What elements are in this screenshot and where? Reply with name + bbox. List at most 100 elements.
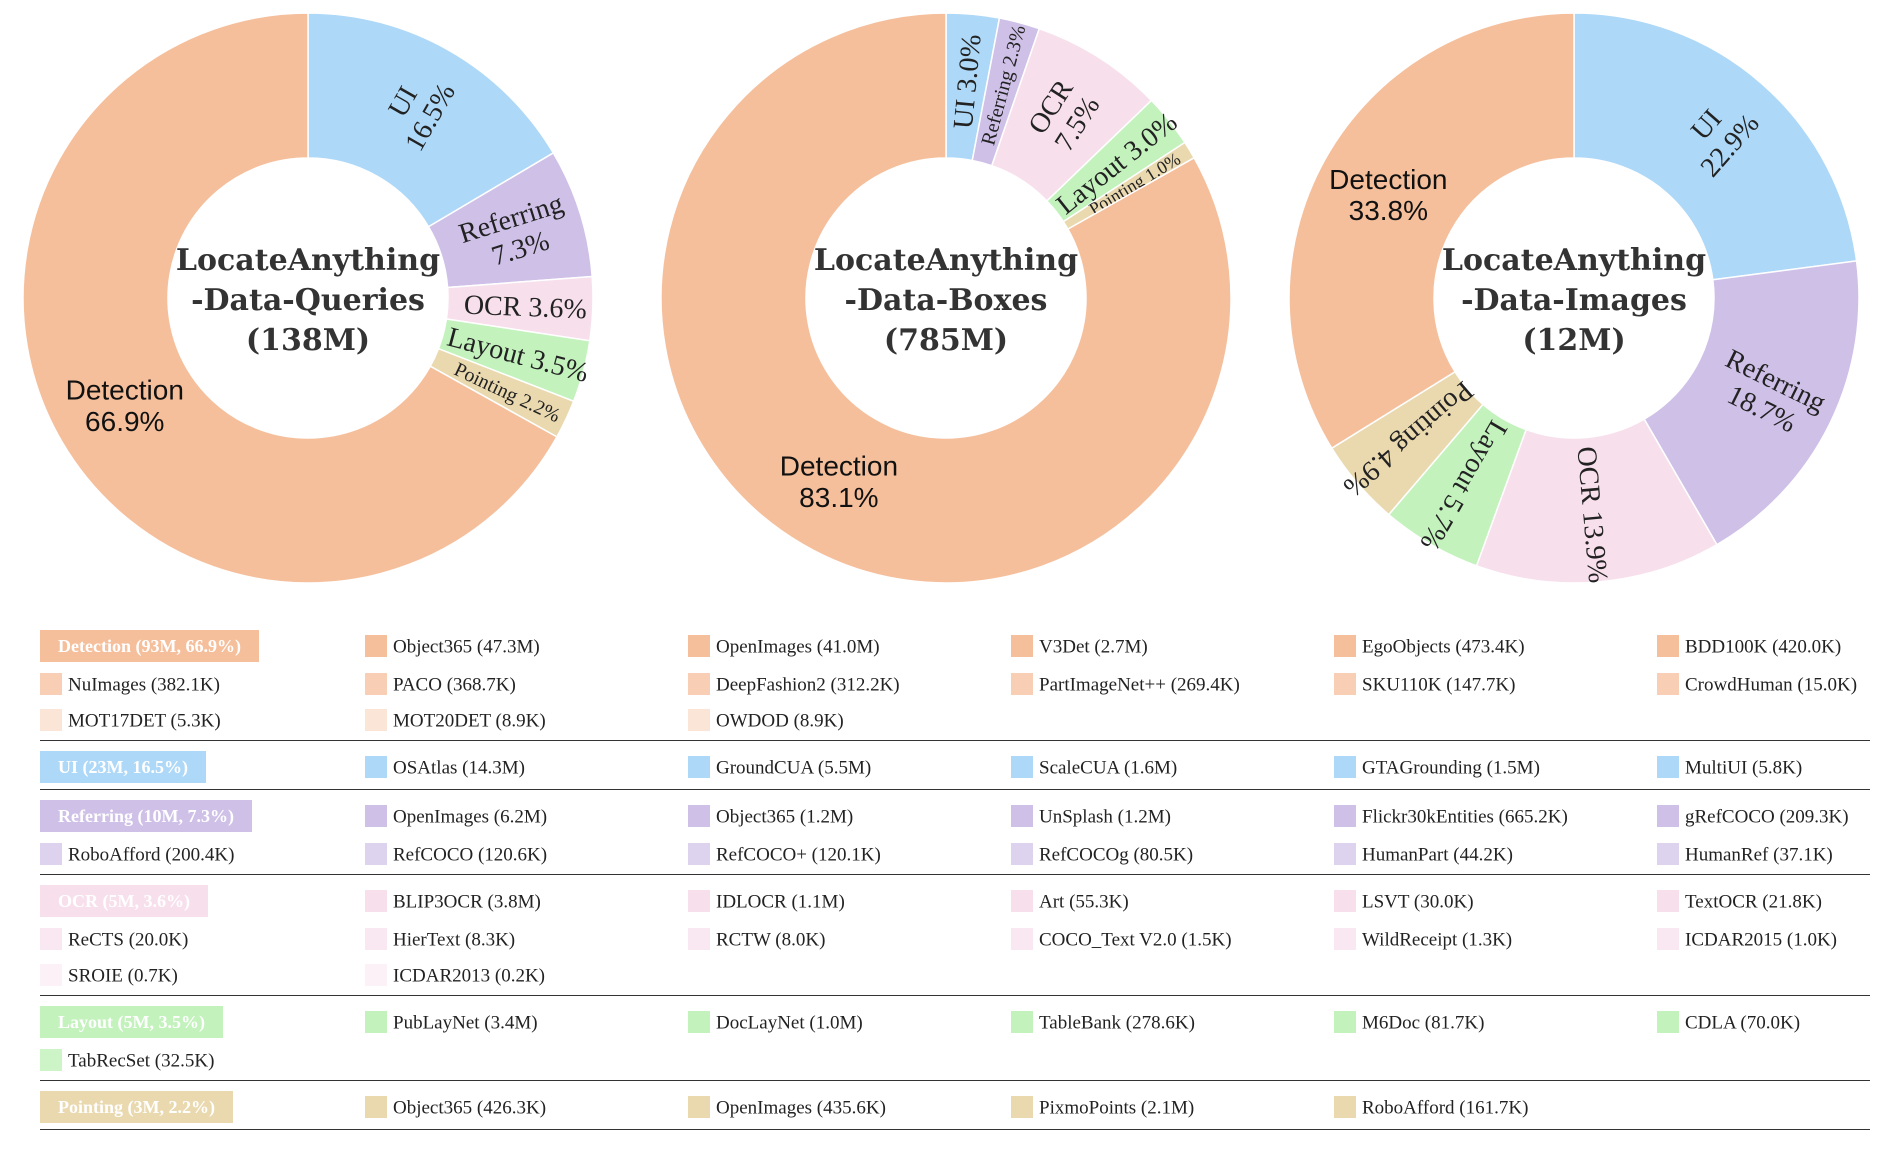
chart-2-label-detection: Detection 83.1% <box>780 451 898 513</box>
legend-group-layout: Layout (5M, 3.5%) PubLayNet (3.4M) DocLayN… <box>40 996 1870 1081</box>
legend-item-label: DocLayNet (1.0M) <box>716 1012 863 1034</box>
legend-item: COCO_Text V2.0 (1.5K) <box>1011 927 1232 953</box>
legend-item: RefCOCOg (80.5K) <box>1011 842 1193 868</box>
legend-swatch <box>1657 927 1679 950</box>
legend-item: HumanPart (44.2K) <box>1334 842 1513 868</box>
legend-swatch <box>40 963 62 986</box>
legend-item-label: OSAtlas (14.3M) <box>393 757 525 779</box>
legend-item-label: RefCOCO+ (120.1K) <box>716 844 881 866</box>
legend-swatch <box>688 1095 710 1118</box>
legend-item-label: HierText (8.3K) <box>393 929 516 951</box>
chart-3-slice-ui <box>1573 12 1858 281</box>
legend-swatch <box>1011 804 1033 827</box>
legend-item: WildReceipt (1.3K) <box>1334 927 1512 953</box>
legend-item: LSVT (30.0K) <box>1334 889 1474 915</box>
legend-item-label: MOT17DET (5.3K) <box>68 710 221 732</box>
legend-item-label: PubLayNet (3.4M) <box>393 1012 538 1034</box>
legend-item: PartImageNet++ (269.4K) <box>1011 672 1240 698</box>
legend-item: NuImages (382.1K) <box>40 672 220 698</box>
chart-3-slice-detection <box>1288 12 1575 450</box>
legend-item-label: BLIP3OCR (3.8M) <box>393 891 541 913</box>
legend-item-label: ReCTS (20.0K) <box>68 929 189 951</box>
legend-item-label: M6Doc (81.7K) <box>1362 1012 1485 1034</box>
legend-item-label: COCO_Text V2.0 (1.5K) <box>1039 929 1232 951</box>
legend-swatch <box>1011 1095 1033 1118</box>
legend-item-label: RefCOCO (120.6K) <box>393 844 548 866</box>
legend-swatch <box>1657 842 1679 865</box>
legend-item-label: DeepFashion2 (312.2K) <box>716 674 900 696</box>
legend-swatch <box>365 1010 387 1033</box>
legend-swatch <box>1657 804 1679 827</box>
chart-3-center-title: LocateAnything -Data-Images (12M) <box>1442 243 1706 358</box>
legend-row: Detection (93M, 66.9%) Object365 (47.3M) O… <box>40 626 1870 664</box>
legend-swatch <box>1657 634 1679 657</box>
legend-swatch <box>1334 842 1356 865</box>
legend-item-label: IDLOCR (1.1M) <box>716 891 845 913</box>
legend-item: MOT17DET (5.3K) <box>40 708 221 734</box>
chart-3-label-detection: Detection 33.8% <box>1329 164 1447 226</box>
legend-item: Object365 (1.2M) <box>688 804 853 830</box>
legend-item: UnSplash (1.2M) <box>1011 804 1171 830</box>
legend-item-label: PartImageNet++ (269.4K) <box>1039 674 1240 696</box>
legend-item: RefCOCO (120.6K) <box>365 842 547 868</box>
legend-swatch <box>40 842 62 865</box>
legend-item-label: Flickr30kEntities (665.2K) <box>1362 806 1568 828</box>
legend-swatch <box>688 708 710 731</box>
legend-item: HumanRef (37.1K) <box>1657 842 1833 868</box>
legend-item: GroundCUA (5.5M) <box>688 755 871 781</box>
legend-swatch <box>688 1010 710 1033</box>
legend-item-label: RefCOCOg (80.5K) <box>1039 844 1194 866</box>
legend-row: Pointing (3M, 2.2%) Object365 (426.3K) Ope… <box>40 1087 1870 1125</box>
legend-swatch <box>1657 889 1679 912</box>
legend-swatch <box>1334 1095 1356 1118</box>
legend-item-label: RoboAfford (161.7K) <box>1362 1097 1529 1119</box>
legend-item-label: HumanPart (44.2K) <box>1362 844 1513 866</box>
legend-item: TextOCR (21.8K) <box>1657 889 1822 915</box>
legend-header-ui: UI (23M, 16.5%) <box>40 751 206 783</box>
legend-item: OpenImages (41.0M) <box>688 634 880 660</box>
legend-item: TabRecSet (32.5K) <box>40 1048 214 1074</box>
legend-swatch <box>40 708 62 731</box>
legend-swatch <box>1334 927 1356 950</box>
legend-swatch <box>365 634 387 657</box>
legend-item: ICDAR2015 (1.0K) <box>1657 927 1837 953</box>
legend-item-label: MOT20DET (8.9K) <box>393 710 546 732</box>
legend-item: CDLA (70.0K) <box>1657 1010 1800 1036</box>
legend-item-label: HumanRef (37.1K) <box>1685 844 1833 866</box>
legend-item: SKU110K (147.7K) <box>1334 672 1515 698</box>
legend-item-label: Object365 (1.2M) <box>716 806 854 828</box>
legend-item: EgoObjects (473.4K) <box>1334 634 1525 660</box>
legend-swatch <box>1657 755 1679 778</box>
legend-swatch <box>1334 804 1356 827</box>
legend-item-label: OWDOD (8.9K) <box>716 710 844 732</box>
legend-item-label: ScaleCUA (1.6M) <box>1039 757 1178 779</box>
legend-item-label: ICDAR2015 (1.0K) <box>1685 929 1837 951</box>
legend-item: SROIE (0.7K) <box>40 963 178 989</box>
legend-swatch <box>688 842 710 865</box>
legend-item-label: EgoObjects (473.4K) <box>1362 636 1525 658</box>
legend-item-label: SKU110K (147.7K) <box>1362 674 1516 696</box>
donut-charts-svg: UI16.5%Referring7.3%OCR 3.6%Layout 3.5%P… <box>22 12 1860 584</box>
legend-swatch <box>688 672 710 695</box>
legend-item-label: CrowdHuman (15.0K) <box>1685 674 1858 696</box>
legend-swatch <box>365 927 387 950</box>
legend-swatch <box>365 963 387 986</box>
legend-item-label: Art (55.3K) <box>1039 891 1129 913</box>
legend-group-detection: Detection (93M, 66.9%) Object365 (47.3M) O… <box>40 620 1870 741</box>
legend-group-ocr: OCR (5M, 3.6%) BLIP3OCR (3.8M) IDLOCR (1.1… <box>40 875 1870 996</box>
legend-swatch <box>1011 1010 1033 1033</box>
legend-item-label: Object365 (47.3M) <box>393 636 540 658</box>
dataset-legend: Detection (93M, 66.9%) Object365 (47.3M) O… <box>40 620 1870 1130</box>
legend-item: RoboAfford (200.4K) <box>40 842 234 868</box>
legend-item: CrowdHuman (15.0K) <box>1657 672 1857 698</box>
legend-swatch <box>40 927 62 950</box>
legend-item-label: TabRecSet (32.5K) <box>68 1050 215 1072</box>
legend-header-ocr: OCR (5M, 3.6%) <box>40 885 208 917</box>
legend-item: Object365 (47.3M) <box>365 634 540 660</box>
legend-item-label: WildReceipt (1.3K) <box>1362 929 1513 951</box>
legend-item: DocLayNet (1.0M) <box>688 1010 863 1036</box>
legend-item: V3Det (2.7M) <box>1011 634 1148 660</box>
legend-swatch <box>1657 672 1679 695</box>
legend-swatch <box>1334 755 1356 778</box>
chart-1-center-title: LocateAnything -Data-Queries (138M) <box>176 243 440 358</box>
